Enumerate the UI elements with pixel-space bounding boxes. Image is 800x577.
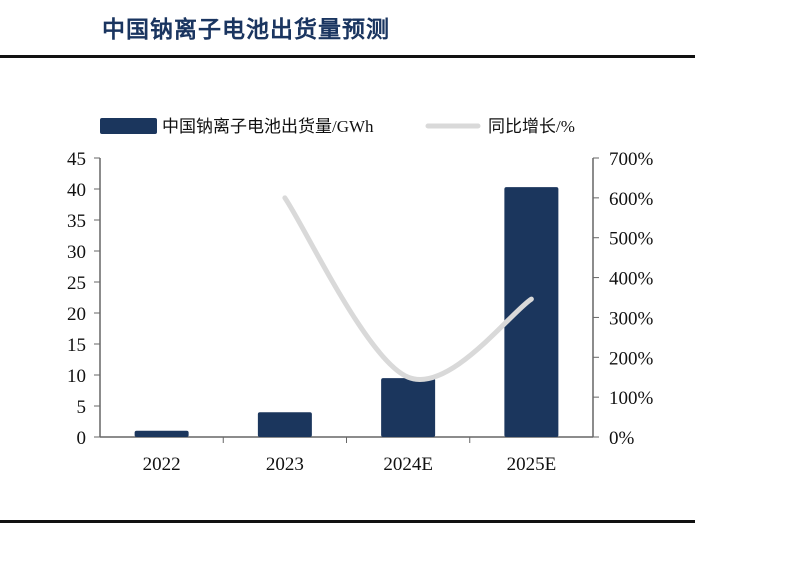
legend-bar-swatch	[100, 118, 157, 134]
left-tick-label: 30	[67, 242, 86, 263]
x-tick-label: 2024E	[383, 454, 433, 475]
right-tick-label: 200%	[609, 348, 654, 369]
left-tick-label: 35	[67, 211, 86, 232]
left-tick-label: 25	[67, 273, 86, 294]
right-tick-label: 100%	[609, 388, 654, 409]
left-tick-label: 20	[67, 304, 86, 325]
bar-2022	[134, 430, 189, 437]
bar-2024E	[381, 378, 436, 437]
right-tick-label: 0%	[609, 428, 635, 449]
right-tick-label: 400%	[609, 269, 654, 290]
left-tick-label: 40	[67, 180, 86, 201]
left-tick-label: 10	[67, 366, 86, 387]
left-tick-label: 45	[67, 149, 86, 170]
right-tick-label: 500%	[609, 229, 654, 250]
right-tick-label: 300%	[609, 308, 654, 329]
bottom-divider	[0, 520, 695, 523]
bar-2025E	[504, 187, 559, 437]
page-title: 中国钠离子电池出货量预测	[102, 17, 390, 43]
x-tick-label: 2022	[143, 454, 181, 475]
legend-line-label: 同比增长/%	[488, 117, 575, 136]
left-tick-label: 5	[77, 397, 87, 418]
bar-2023	[257, 412, 312, 437]
left-tick-label: 15	[67, 335, 86, 356]
left-tick-label: 0	[77, 428, 87, 449]
x-tick-label: 2025E	[507, 454, 557, 475]
top-divider	[0, 55, 695, 58]
right-tick-label: 700%	[609, 149, 654, 170]
growth-line	[282, 195, 534, 382]
right-tick-label: 600%	[609, 189, 654, 210]
x-tick-label: 2023	[266, 454, 304, 475]
legend-bar-label: 中国钠离子电池出货量/GWh	[162, 117, 374, 136]
